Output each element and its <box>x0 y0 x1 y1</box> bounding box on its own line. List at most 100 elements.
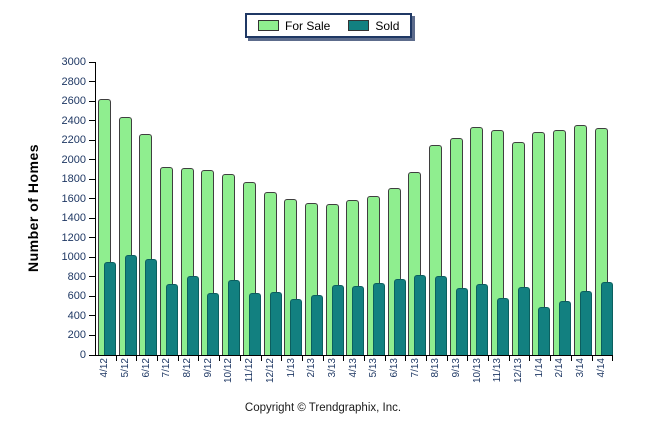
bar-group <box>179 62 200 361</box>
plot-area: 0 200 400 600 800 1000 1200 1400 1600 1800 2000 220… <box>62 56 614 361</box>
x-tick-label: 6/13 <box>388 358 400 378</box>
y-axis-title: Number of Homes <box>25 143 41 273</box>
y-tick-label: 600 <box>67 290 86 303</box>
x-tick-label-cell: 4/12 <box>95 358 116 402</box>
x-tick-label-cell: 3/14 <box>571 358 592 402</box>
bar-group <box>344 62 365 361</box>
bar-sold <box>124 255 137 355</box>
y-tick-label: 1600 <box>61 192 86 205</box>
bar-sold <box>104 262 116 355</box>
y-tick-label: 1800 <box>61 173 86 186</box>
y-tick-mark <box>89 139 95 141</box>
y-tick-mark <box>89 334 95 336</box>
bar-group <box>158 62 179 361</box>
x-tick-mark <box>384 356 386 361</box>
x-tick-label-cell: 2/13 <box>302 358 323 402</box>
x-tick-mark <box>260 356 262 361</box>
bar-sold <box>414 274 427 355</box>
x-tick-label: 11/12 <box>244 358 256 383</box>
x-tick-label-cell: 8/12 <box>178 358 199 402</box>
y-tick-mark <box>89 159 95 161</box>
x-tick-label: 11/13 <box>492 358 504 383</box>
y-tick-label: 0 <box>79 349 86 361</box>
x-tick-mark <box>426 356 427 361</box>
bar-for-sale <box>532 132 546 355</box>
x-tick-label-cell: 8/13 <box>426 358 447 402</box>
x-tick-mark <box>198 356 200 361</box>
y-tick-label: 1000 <box>61 251 86 264</box>
bar-sold <box>166 283 179 355</box>
bar-group <box>386 62 407 361</box>
y-tick-label: 200 <box>67 329 86 342</box>
bar-sold <box>352 285 365 355</box>
bar-group <box>572 62 593 361</box>
bar-group <box>468 62 490 361</box>
bar-sold <box>435 275 447 355</box>
x-tick-label: 8/13 <box>430 358 442 378</box>
bar-group <box>510 62 531 361</box>
x-tick-mark <box>322 356 324 361</box>
x-tick-mark <box>301 356 303 361</box>
bar-for-sale <box>553 130 567 355</box>
y-tick-label: 3000 <box>61 56 86 68</box>
x-tick-label: 4/14 <box>595 358 607 378</box>
x-tick-mark <box>363 356 365 361</box>
x-tick-label-cell: 12/12 <box>261 358 282 402</box>
bar-sold <box>310 295 323 355</box>
bar-group <box>530 62 552 361</box>
x-tick-label: 3/14 <box>575 358 587 378</box>
bar-group <box>365 62 386 361</box>
x-tick-mark <box>612 356 614 361</box>
bar-sold <box>372 282 385 355</box>
bar-sold <box>331 284 344 355</box>
x-tick-mark <box>550 356 552 361</box>
x-tick-label: 12/12 <box>264 358 276 384</box>
x-tick-label-cell: 11/13 <box>488 358 509 402</box>
x-tick-mark <box>529 356 531 361</box>
x-tick-label: 7/12 <box>161 358 173 378</box>
bar-group <box>137 62 159 361</box>
x-tick-mark <box>446 356 448 361</box>
x-tick-mark <box>591 356 593 361</box>
x-tick-label: 1/14 <box>533 358 545 378</box>
bar-sold <box>145 259 158 355</box>
x-tick-label-cell: 9/12 <box>198 358 219 402</box>
x-tick-mark <box>157 356 159 361</box>
y-tick-label: 2600 <box>61 95 86 108</box>
x-tick-label: 12/13 <box>513 358 525 384</box>
x-tick-label: 5/13 <box>368 358 380 378</box>
x-tick-label-cell: 4/14 <box>592 358 613 402</box>
bar-group <box>117 62 138 361</box>
x-tick-label: 10/13 <box>471 358 483 384</box>
x-tick-label-cell: 2/14 <box>550 358 571 402</box>
x-tick-mark <box>405 356 407 361</box>
y-tick-mark <box>89 354 95 356</box>
legend-label-sold: Sold <box>375 18 400 33</box>
x-tick-label: 5/12 <box>120 358 132 378</box>
x-tick-mark <box>281 356 283 361</box>
x-tick-label-cell: 3/13 <box>323 358 344 402</box>
y-tick-mark <box>89 198 95 200</box>
y-tick-mark <box>89 178 95 180</box>
x-tick-label: 1/13 <box>285 358 297 378</box>
copyright-text: Copyright © Trendgraphix, Inc. <box>244 402 402 414</box>
y-tick-mark <box>89 276 95 278</box>
bar-group <box>220 62 241 361</box>
x-tick-label-cell: 1/13 <box>281 358 302 402</box>
bar-sold <box>517 286 530 355</box>
y-tick-label: 2400 <box>61 114 86 127</box>
y-tick-label: 800 <box>67 270 86 283</box>
x-tick-mark <box>136 356 138 361</box>
y-tick-mark <box>89 100 95 102</box>
y-tick-mark <box>89 315 95 317</box>
x-tick-label-cell: 4/13 <box>343 358 364 402</box>
x-tick-label-cell: 6/13 <box>385 358 406 402</box>
bar-sold <box>579 290 592 355</box>
x-axis-labels: 4/12 5/12 6/12 7/12 8/12 9/12 10/12 11/12 12/12 1… <box>95 358 612 402</box>
y-tick-mark <box>89 120 95 122</box>
bar-sold <box>393 278 406 355</box>
x-tick-label: 3/13 <box>326 358 338 378</box>
y-tick-label: 2000 <box>61 153 86 166</box>
bar-group <box>551 62 572 361</box>
